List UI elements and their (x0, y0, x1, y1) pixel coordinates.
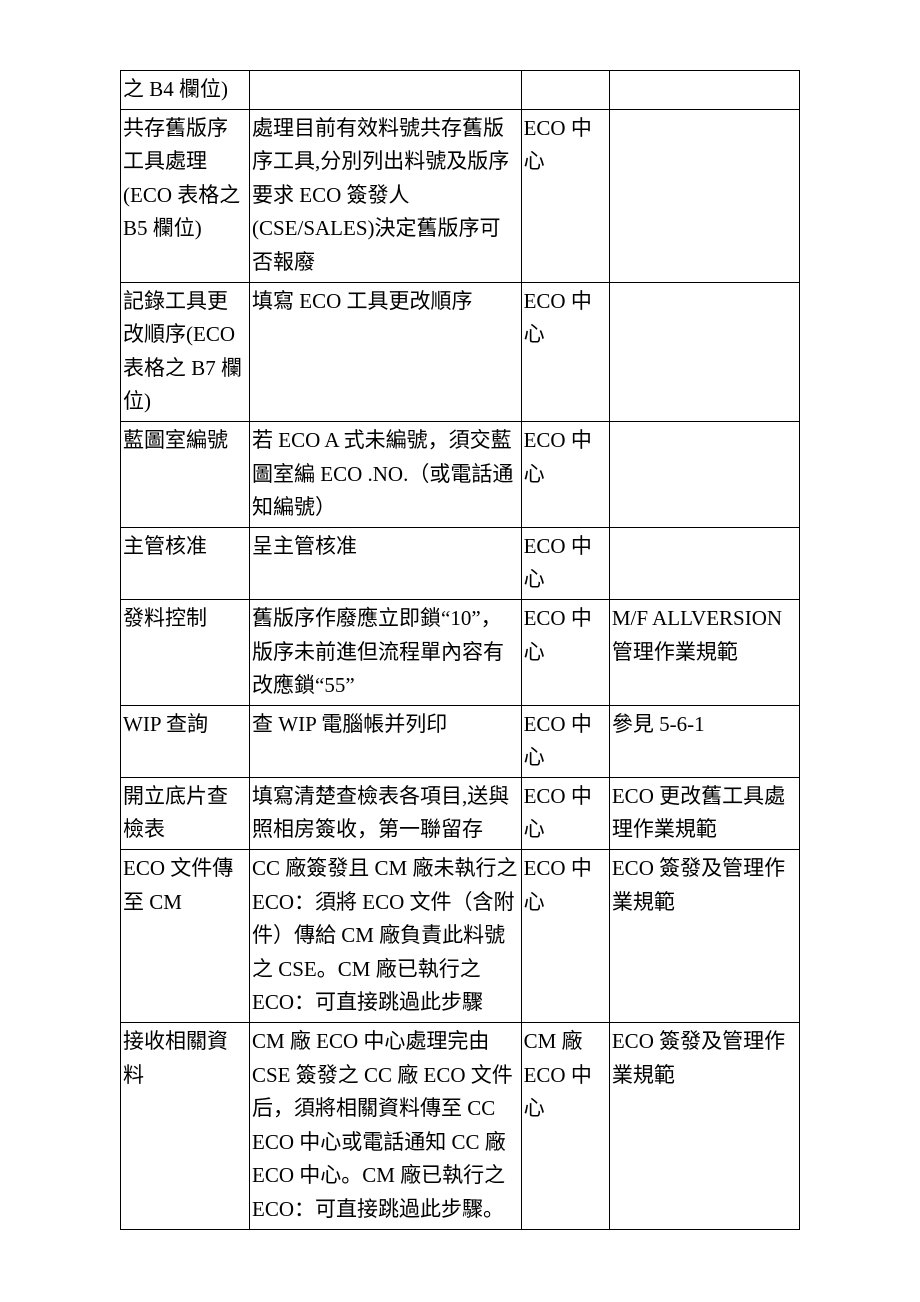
table-row: 發料控制 舊版序作廢應立即鎖“10”，版序未前進但流程單內容有改應鎖“55” E… (121, 599, 800, 705)
cell-step: ECO 文件傳至 CM (121, 850, 250, 1023)
cell-step: 主管核准 (121, 527, 250, 599)
table-row: 主管核准 呈主管核准 ECO 中心 (121, 527, 800, 599)
cell-owner: ECO 中心 (521, 282, 609, 421)
table-row: 共存舊版序工具處理(ECO 表格之 B5 欄位) 處理目前有效料號共存舊版序工具… (121, 109, 800, 282)
cell-ref: ECO 簽發及管理作業規範 (609, 1023, 799, 1230)
document-page: 之 B4 欄位) 共存舊版序工具處理(ECO 表格之 B5 欄位) 處理目前有效… (0, 0, 920, 1300)
cell-desc: CC 廠簽發且 CM 廠未執行之 ECO：須將 ECO 文件（含附件）傳給 CM… (250, 850, 522, 1023)
cell-ref (609, 109, 799, 282)
cell-desc: 若 ECO A 式未編號，須交藍圖室編 ECO .NO.（或電話通知編號） (250, 421, 522, 527)
cell-step: 發料控制 (121, 599, 250, 705)
cell-step: 之 B4 欄位) (121, 71, 250, 110)
cell-owner: ECO 中心 (521, 705, 609, 777)
cell-desc: 填寫清楚查檢表各項目,送與照相房簽收，第一聯留存 (250, 777, 522, 849)
table-body: 之 B4 欄位) 共存舊版序工具處理(ECO 表格之 B5 欄位) 處理目前有效… (121, 71, 800, 1230)
cell-desc: 呈主管核准 (250, 527, 522, 599)
table-row: 記錄工具更改順序(ECO 表格之 B7 欄位) 填寫 ECO 工具更改順序 EC… (121, 282, 800, 421)
cell-ref (609, 421, 799, 527)
cell-desc: 舊版序作廢應立即鎖“10”，版序未前進但流程單內容有改應鎖“55” (250, 599, 522, 705)
table-row: ECO 文件傳至 CM CC 廠簽發且 CM 廠未執行之 ECO：須將 ECO … (121, 850, 800, 1023)
cell-ref: ECO 簽發及管理作業規範 (609, 850, 799, 1023)
cell-owner: ECO 中心 (521, 850, 609, 1023)
cell-step: 記錄工具更改順序(ECO 表格之 B7 欄位) (121, 282, 250, 421)
cell-desc: 查 WIP 電腦帳并列印 (250, 705, 522, 777)
cell-ref (609, 282, 799, 421)
cell-ref (609, 71, 799, 110)
cell-owner (521, 71, 609, 110)
cell-step: 開立底片查檢表 (121, 777, 250, 849)
cell-owner: ECO 中心 (521, 109, 609, 282)
cell-step: WIP 查詢 (121, 705, 250, 777)
cell-desc: CM 廠 ECO 中心處理完由 CSE 簽發之 CC 廠 ECO 文件后，須將相… (250, 1023, 522, 1230)
cell-step: 接收相關資料 (121, 1023, 250, 1230)
cell-desc (250, 71, 522, 110)
cell-ref: 參見 5-6-1 (609, 705, 799, 777)
eco-process-table: 之 B4 欄位) 共存舊版序工具處理(ECO 表格之 B5 欄位) 處理目前有效… (120, 70, 800, 1230)
table-row: WIP 查詢 查 WIP 電腦帳并列印 ECO 中心 參見 5-6-1 (121, 705, 800, 777)
table-row: 藍圖室編號 若 ECO A 式未編號，須交藍圖室編 ECO .NO.（或電話通知… (121, 421, 800, 527)
table-row: 之 B4 欄位) (121, 71, 800, 110)
cell-desc: 處理目前有效料號共存舊版序工具,分別列出料號及版序要求 ECO 簽發人(CSE/… (250, 109, 522, 282)
cell-owner: ECO 中心 (521, 421, 609, 527)
cell-owner: CM 廠 ECO 中心 (521, 1023, 609, 1230)
cell-desc: 填寫 ECO 工具更改順序 (250, 282, 522, 421)
cell-step: 共存舊版序工具處理(ECO 表格之 B5 欄位) (121, 109, 250, 282)
cell-step: 藍圖室編號 (121, 421, 250, 527)
table-row: 接收相關資料 CM 廠 ECO 中心處理完由 CSE 簽發之 CC 廠 ECO … (121, 1023, 800, 1230)
cell-owner: ECO 中心 (521, 777, 609, 849)
table-row: 開立底片查檢表 填寫清楚查檢表各項目,送與照相房簽收，第一聯留存 ECO 中心 … (121, 777, 800, 849)
cell-owner: ECO 中心 (521, 599, 609, 705)
cell-ref: M/F ALLVERSION管理作業規範 (609, 599, 799, 705)
cell-ref: ECO 更改舊工具處理作業規範 (609, 777, 799, 849)
cell-owner: ECO 中心 (521, 527, 609, 599)
cell-ref (609, 527, 799, 599)
